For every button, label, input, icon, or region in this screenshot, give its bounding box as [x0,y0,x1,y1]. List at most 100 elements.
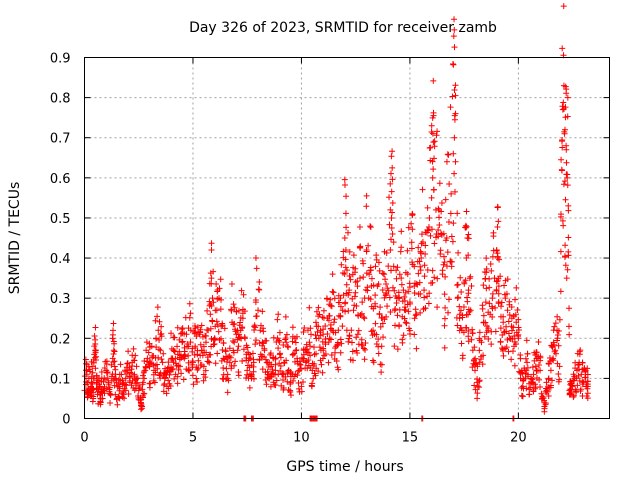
data-point [450,220,457,227]
data-point [285,386,292,393]
data-point [429,267,436,274]
data-point [342,256,349,263]
data-point [574,382,581,389]
data-point [319,355,326,362]
data-point [515,335,522,342]
data-point [154,304,161,311]
data-point [197,341,204,348]
data-point [113,375,120,382]
data-point [111,363,118,370]
data-point [524,350,531,357]
data-point [152,369,159,376]
data-point [459,352,466,359]
data-point [353,347,360,354]
data-point [187,339,194,346]
data-point [441,259,448,266]
data-point [351,293,358,300]
data-point [424,267,431,274]
data-point [443,235,450,241]
data-point [255,307,262,314]
data-point [376,267,383,274]
data-point [221,325,228,332]
data-point [468,336,475,343]
data-point [112,366,119,373]
data-point [440,230,447,237]
data-point [312,332,319,339]
data-point [218,323,225,330]
data-point [200,363,207,370]
data-point [399,339,406,346]
data-point [178,370,185,377]
data-point [351,269,358,276]
data-point [92,324,99,331]
data-point [538,390,545,397]
data-point [388,153,395,160]
data-point [396,271,403,278]
data-point [370,282,377,289]
data-point [451,16,458,23]
data-point [388,224,395,231]
data-point [354,283,361,290]
data-point [380,334,387,341]
data-point [543,388,550,395]
data-point [435,233,442,240]
data-point [180,376,187,383]
data-point [253,313,260,320]
data-point [310,375,317,382]
data-markers [81,3,591,422]
data-point [556,376,563,383]
data-point [480,352,487,359]
data-point [498,303,505,310]
data-point [343,281,350,288]
data-point [375,281,382,288]
data-point [216,285,223,292]
data-point [92,365,99,372]
data-point [421,294,428,301]
data-point [387,170,394,177]
data-point [170,359,177,366]
data-point [440,261,447,268]
data-point [147,359,154,366]
data-point [174,343,181,350]
data-point [559,144,566,151]
data-point [239,357,246,364]
data-point [140,379,147,386]
data-point [130,345,137,352]
data-point [325,312,332,319]
data-point [330,319,337,326]
data-point [454,322,461,329]
data-point [319,314,326,321]
data-point [440,253,447,260]
data-point [277,362,284,369]
data-point [566,331,573,338]
data-point [515,324,522,331]
data-point [158,323,165,330]
data-point [578,371,585,378]
data-point [187,327,194,334]
data-point [316,344,323,351]
data-point [557,288,564,295]
data-point [441,291,448,298]
data-point [205,358,212,365]
data-point [272,355,279,362]
data-point [456,311,463,318]
data-point [118,371,125,378]
data-point [230,301,237,308]
data-point [429,174,436,181]
data-point [488,267,495,274]
data-point [346,287,353,294]
data-point [486,300,493,307]
data-point [342,210,349,217]
data-point [467,273,474,280]
data-point [532,381,539,388]
data-point [107,399,114,406]
data-point [200,371,207,378]
data-point [208,247,215,254]
data-point [226,359,233,366]
data-point [459,312,466,319]
data-point [110,327,117,334]
data-point [442,196,449,203]
data-point [224,371,231,378]
data-point [340,270,347,277]
data-point [417,263,424,270]
